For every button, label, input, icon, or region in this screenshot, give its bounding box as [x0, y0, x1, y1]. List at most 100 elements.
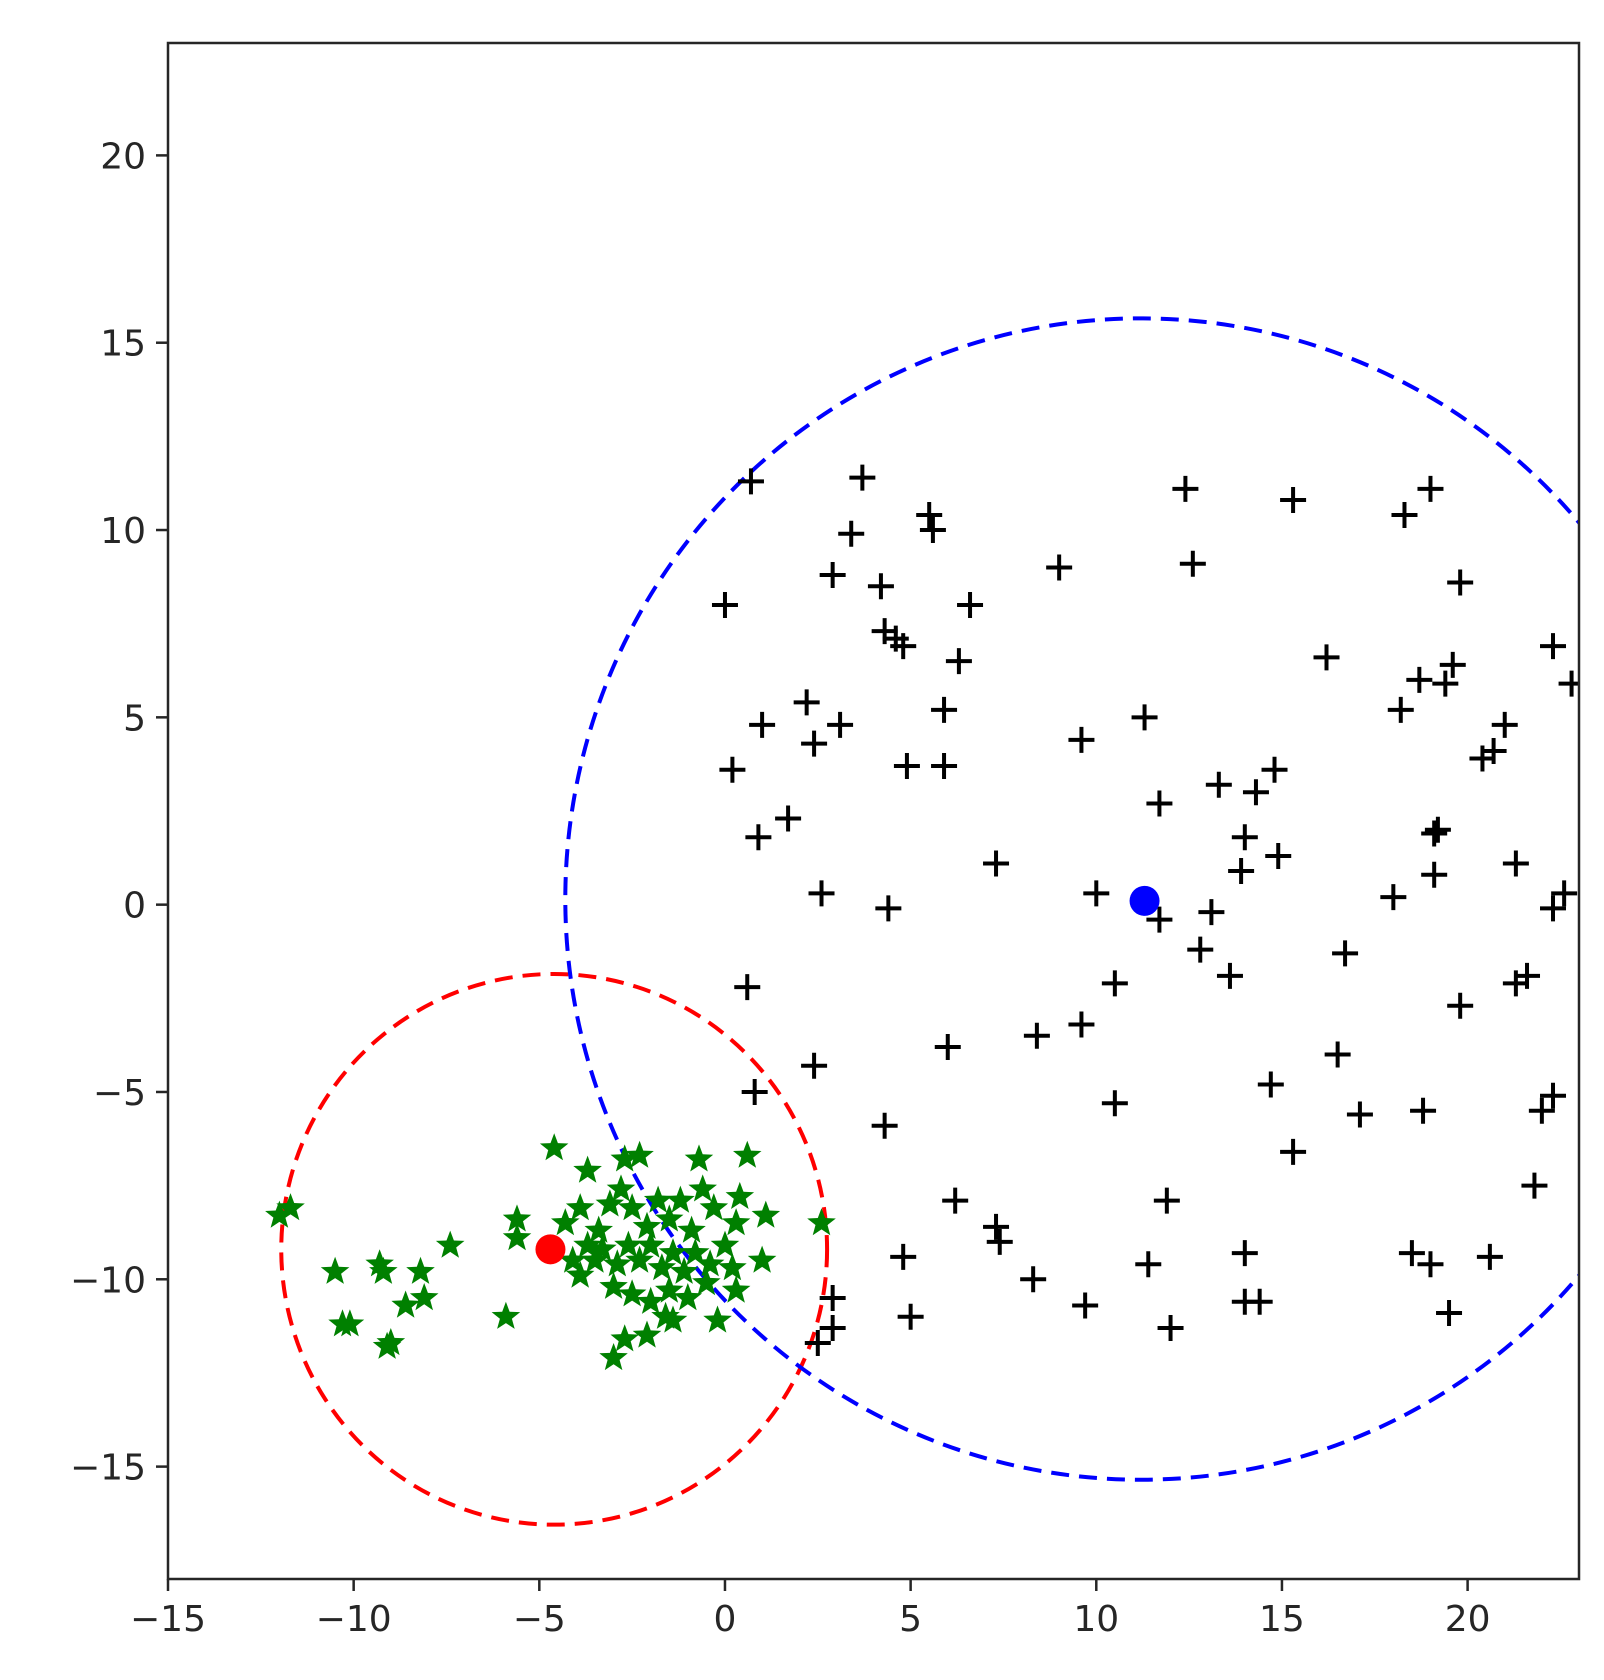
star-point: [625, 1245, 654, 1273]
plus-point: [942, 1187, 969, 1214]
star-point: [580, 1245, 610, 1273]
star-point: [658, 1305, 688, 1333]
x-tick-label: 0: [714, 1599, 737, 1640]
plus-point: [1476, 1243, 1503, 1270]
plus-point: [1528, 1097, 1555, 1124]
x-axis: −15 −10 −5 0 5 10 15 20: [130, 1579, 1491, 1640]
star-point: [558, 1245, 587, 1273]
plus-point: [741, 1078, 768, 1105]
plus-point: [1410, 1097, 1437, 1124]
star-point: [751, 1200, 781, 1228]
star-point: [603, 1249, 632, 1277]
plus-point: [957, 591, 984, 618]
plus-point: [1135, 1251, 1162, 1278]
star-point: [658, 1238, 688, 1266]
plus-point: [1313, 644, 1340, 671]
star-point: [606, 1174, 636, 1202]
plus-point: [983, 1213, 1010, 1240]
star-point: [539, 1133, 569, 1161]
points-layer: [265, 464, 1579, 1371]
star-point: [320, 1256, 350, 1284]
star-point: [610, 1324, 639, 1352]
plus-point: [808, 880, 835, 907]
plus-point: [1146, 906, 1173, 933]
plus-point: [1417, 1251, 1444, 1278]
y-tick-label: 10: [100, 511, 146, 552]
plus-point: [734, 974, 761, 1001]
plus-point: [1242, 779, 1269, 806]
plus-point: [1280, 1138, 1307, 1165]
plus-point: [775, 805, 802, 832]
plus-point: [1324, 1041, 1351, 1068]
star-point: [677, 1215, 706, 1243]
plus-point: [983, 850, 1010, 877]
plus-point: [737, 468, 764, 495]
star-point: [695, 1249, 725, 1277]
plus-point: [1198, 899, 1225, 926]
star-point: [614, 1230, 643, 1258]
x-tick-label: −10: [316, 1599, 392, 1640]
star-point: [551, 1208, 580, 1236]
x-tick-label: 10: [1073, 1599, 1119, 1640]
star-point: [610, 1144, 639, 1172]
plus-point: [919, 517, 946, 544]
plus-point: [1332, 940, 1359, 967]
star-point: [673, 1283, 703, 1311]
plus-point: [1391, 502, 1418, 529]
plus-point: [1131, 704, 1158, 731]
star-point: [718, 1253, 747, 1281]
plus-point: [745, 824, 772, 851]
plus-point: [1439, 651, 1466, 678]
star-point: [632, 1211, 662, 1239]
plus-point: [1346, 1101, 1373, 1128]
boundary-circle-0: [279, 971, 830, 1527]
plus-point: [893, 753, 920, 780]
star-point: [406, 1256, 435, 1284]
star-point: [502, 1223, 532, 1251]
plus-point: [1502, 850, 1529, 877]
star-point: [595, 1189, 625, 1217]
plus-point: [1020, 1266, 1047, 1293]
star-point: [710, 1230, 740, 1258]
plus-point: [1072, 1292, 1099, 1319]
plus-point: [1146, 790, 1173, 817]
plus-point: [1179, 550, 1206, 577]
plus-point: [875, 895, 902, 922]
plus-point: [1558, 670, 1579, 697]
plus-point: [801, 1052, 828, 1079]
star-point: [681, 1238, 710, 1266]
star-point: [688, 1174, 717, 1202]
plus-point: [1280, 487, 1307, 514]
plus-point: [890, 1243, 917, 1270]
plus-point: [838, 520, 865, 547]
star-point: [625, 1140, 654, 1168]
plus-point: [1046, 554, 1073, 581]
x-tick-label: 15: [1259, 1599, 1305, 1640]
plus-point: [1153, 1187, 1180, 1214]
plus-point: [1387, 696, 1414, 723]
plus-point: [793, 689, 820, 716]
star-point: [409, 1283, 439, 1311]
star-point: [435, 1230, 465, 1258]
star-point: [643, 1185, 673, 1213]
star-point: [725, 1181, 755, 1209]
star-point: [391, 1290, 420, 1318]
y-tick-label: −10: [70, 1260, 146, 1301]
circles-layer: [279, 316, 1579, 1527]
plus-point: [1447, 992, 1474, 1019]
y-tick-label: −15: [70, 1448, 146, 1489]
x-tick-label: 20: [1445, 1599, 1491, 1640]
star-point: [599, 1271, 628, 1299]
star-point: [369, 1256, 398, 1284]
star-point: [669, 1256, 699, 1284]
plus-point: [1521, 1172, 1548, 1199]
plus-point: [749, 711, 776, 738]
y-tick-label: 20: [100, 136, 146, 177]
plus-point: [827, 711, 854, 738]
plus-point: [1421, 861, 1448, 888]
plus-point: [986, 1228, 1013, 1255]
plus-point: [890, 633, 917, 660]
star-point: [666, 1185, 695, 1213]
plus-point: [1228, 857, 1255, 884]
